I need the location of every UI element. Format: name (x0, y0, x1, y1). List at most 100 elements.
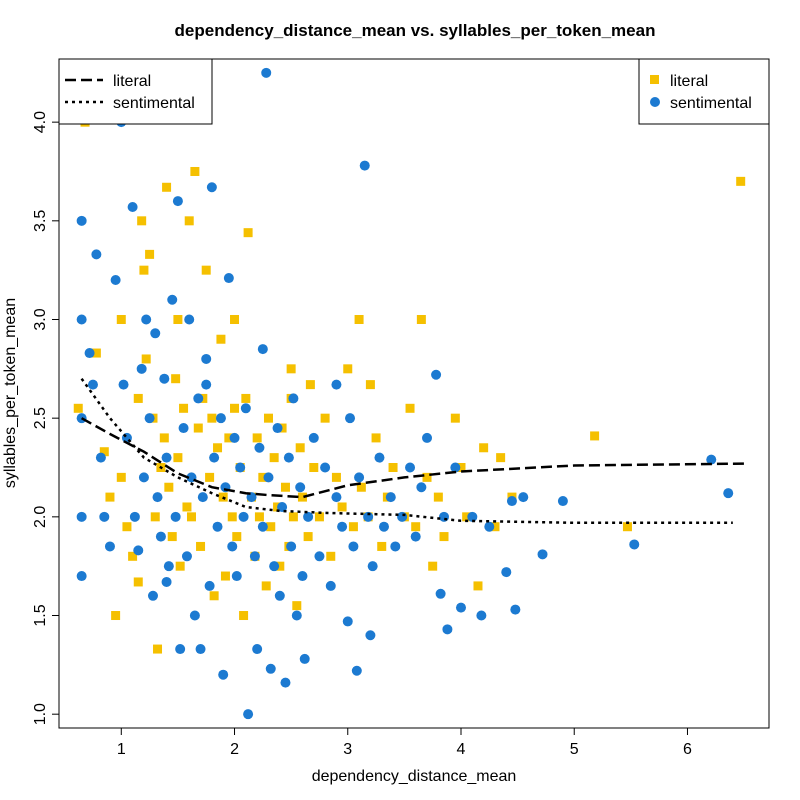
data-point-sentimental (133, 545, 144, 556)
data-point-literal (473, 581, 483, 591)
y-tick-label: 1.5 (32, 604, 49, 626)
data-point-sentimental (91, 249, 102, 260)
data-point-literal (227, 512, 237, 522)
data-point-sentimental (435, 588, 446, 599)
data-point-literal (184, 216, 194, 226)
data-point-literal (159, 433, 169, 443)
data-point-sentimental (314, 551, 325, 562)
data-point-sentimental (243, 709, 254, 720)
data-point-sentimental (152, 492, 163, 503)
data-point-literal (405, 403, 415, 413)
legend-trend-lines: literal sentimental (58, 58, 213, 125)
data-point-sentimental (189, 610, 200, 621)
data-point-literal (496, 453, 506, 463)
data-point-literal (133, 393, 143, 403)
data-point-sentimental (76, 314, 87, 325)
data-point-sentimental (212, 521, 223, 532)
data-point-literal (309, 463, 319, 473)
data-point-literal (314, 512, 324, 522)
data-point-sentimental (359, 160, 370, 171)
y-tick-label: 3.5 (32, 210, 49, 232)
data-point-sentimental (265, 663, 276, 674)
data-point-literal (331, 472, 341, 482)
data-point-literal (91, 348, 101, 358)
data-point-sentimental (229, 432, 240, 443)
data-point-sentimental (297, 571, 308, 582)
data-point-literal (139, 265, 149, 275)
data-point-sentimental (397, 511, 408, 522)
data-point-literal (173, 453, 183, 463)
x-tick-label: 6 (683, 741, 692, 758)
y-tick-label: 4.0 (32, 111, 49, 133)
data-point-literal (326, 551, 336, 561)
x-tick-label: 1 (117, 741, 126, 758)
legend-box (58, 58, 213, 125)
data-point-literal (224, 433, 234, 443)
data-point-literal (128, 551, 138, 561)
data-point-sentimental (223, 273, 234, 284)
data-point-sentimental (288, 393, 299, 404)
data-point-sentimental (261, 67, 272, 78)
data-point-sentimental (442, 624, 453, 635)
data-point-sentimental (254, 442, 265, 453)
data-point-literal (243, 228, 253, 238)
data-point-literal (286, 364, 296, 374)
data-point-sentimental (385, 492, 396, 503)
data-point-sentimental (127, 202, 138, 213)
data-point-sentimental (518, 492, 529, 503)
data-point-literal (209, 591, 219, 601)
data-point-sentimental (87, 379, 98, 390)
data-point-literal (105, 492, 115, 502)
data-point-literal (230, 314, 240, 324)
trend-line-sentimental (80, 377, 733, 525)
data-point-sentimental (342, 616, 353, 627)
data-point-sentimental (723, 488, 734, 499)
data-point-sentimental (209, 452, 220, 463)
data-point-literal (216, 334, 226, 344)
x-axis: 1 2 3 4 5 6 (117, 727, 692, 758)
data-point-literal (150, 512, 160, 522)
data-point-sentimental (390, 541, 401, 552)
data-point-sentimental (280, 677, 291, 688)
legend-line-label-sentimental: sentimental (113, 95, 195, 112)
data-point-sentimental (363, 511, 374, 522)
data-point-sentimental (76, 571, 87, 582)
data-point-sentimental (351, 665, 362, 676)
x-tick-label: 2 (230, 741, 239, 758)
data-point-sentimental (84, 348, 95, 359)
y-axis-label: syllables_per_token_mean (2, 298, 19, 488)
data-point-literal (411, 522, 421, 532)
data-point-literal (205, 472, 215, 482)
data-point-sentimental (629, 539, 640, 550)
data-point-sentimental (172, 196, 183, 207)
data-point-sentimental (283, 452, 294, 463)
data-point-sentimental (295, 482, 306, 493)
data-point-sentimental (365, 630, 376, 641)
data-point-sentimental (286, 541, 297, 552)
data-point-literal (371, 433, 381, 443)
data-point-sentimental (99, 511, 110, 522)
data-point-literal (171, 374, 181, 384)
data-point-literal (254, 512, 264, 522)
trend-lines (80, 377, 745, 525)
data-point-sentimental (227, 541, 238, 552)
data-point-literal (288, 512, 298, 522)
data-point-sentimental (201, 379, 212, 390)
data-point-literal (173, 314, 183, 324)
data-point-sentimental (170, 511, 181, 522)
data-point-literal (213, 443, 223, 453)
data-point-literal (137, 216, 147, 226)
data-point-literal (490, 522, 500, 532)
data-point-sentimental (178, 423, 189, 434)
data-point-literal (365, 380, 375, 390)
data-point-sentimental (450, 462, 461, 473)
data-point-sentimental (104, 541, 115, 552)
data-point-sentimental (467, 511, 478, 522)
data-point-sentimental (331, 379, 342, 390)
y-tick-label: 3.0 (32, 308, 49, 330)
data-point-literal (343, 364, 353, 374)
data-point-sentimental (455, 602, 466, 613)
data-point-sentimental (231, 571, 242, 582)
data-point-literal (280, 482, 290, 492)
